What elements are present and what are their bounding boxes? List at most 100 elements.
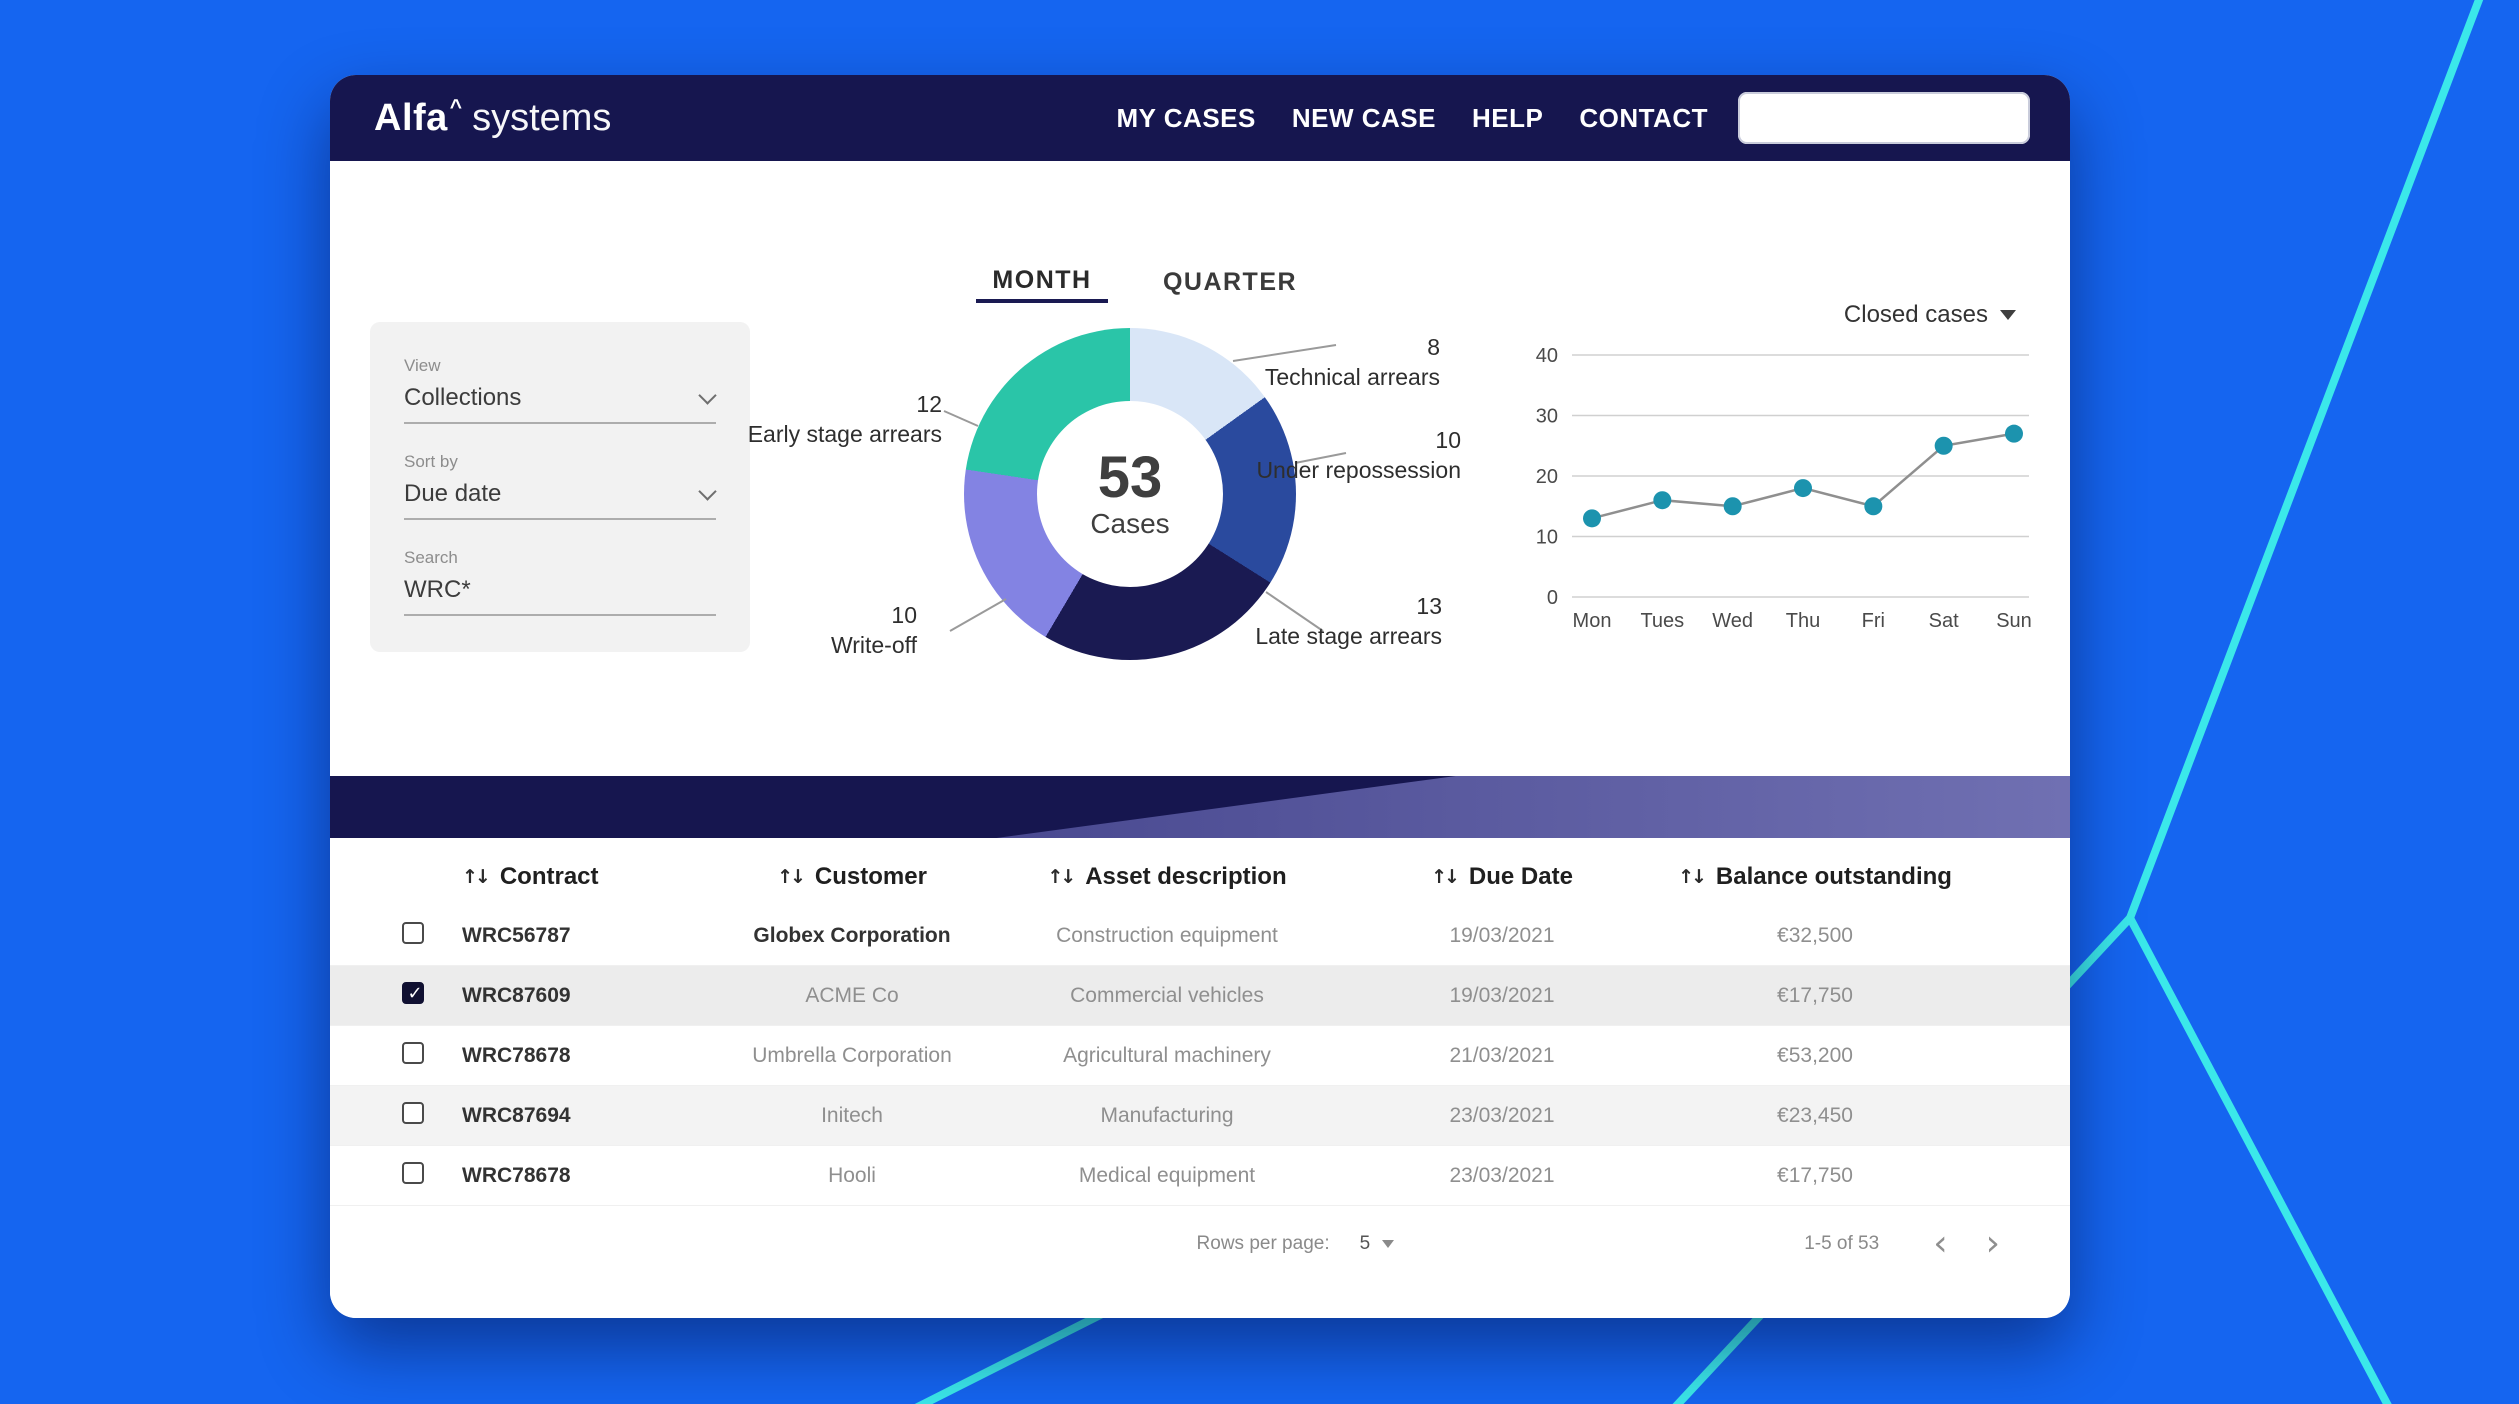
table-row[interactable]: WRC78678 Umbrella Corporation Agricultural… (330, 1026, 2070, 1086)
column-header-label: Balance outstanding (1715, 863, 1952, 890)
customer-cell: Globex Corporation (753, 923, 951, 947)
row-checkbox[interactable] (402, 1041, 424, 1064)
table-row[interactable]: WRC56787 Globex Corporation Construction e… (330, 906, 2070, 966)
column-header-due-date[interactable]: ↑↓ Due Date (1372, 863, 1632, 891)
nav-item-new-case[interactable]: NEW CASE (1291, 102, 1436, 133)
contract-cell: WRC56787 (462, 923, 571, 947)
total-cases-value: 53 (1097, 445, 1163, 511)
y-axis-tick: 30 (1536, 406, 1558, 428)
checkbox-cell (402, 981, 462, 1010)
rows-per-page-select[interactable]: Rows per page: 5 (1197, 1233, 1395, 1255)
logo-text-systems: systems (472, 96, 612, 139)
data-point (1653, 491, 1672, 510)
sort-select-value: Due date (404, 480, 502, 507)
data-point (1723, 497, 1742, 516)
data-point (1864, 497, 1883, 516)
customer-cell: Hooli (828, 1163, 876, 1187)
data-point (1794, 479, 1812, 498)
row-checkbox[interactable] (402, 921, 424, 944)
data-point (1934, 436, 1953, 455)
closed-cases-label: Closed cases (1843, 301, 1988, 328)
x-axis-label: Tues (1640, 610, 1684, 632)
table-row[interactable]: WRC87694 Initech Manufacturing 23/03/2021 €2… (330, 1086, 2070, 1146)
app-window: Alfa ^ systems MY CASES NEW CASE HELP CONTAC… (330, 75, 2070, 1318)
view-select-value: Collections (404, 384, 522, 411)
divider-band (330, 776, 2070, 838)
closed-cases-chart: 0 10 20 30 40 Mon Tues Wed Thu Fri Sat Sun (1520, 305, 2060, 650)
sort-icon[interactable]: ↑↓ (1678, 866, 1707, 888)
caret-down-icon (2000, 310, 2016, 320)
tab-quarter[interactable]: QUARTER (1162, 267, 1298, 296)
table-pagination: Rows per page: 5 1-5 of 53 ‹ › (330, 1214, 2070, 1274)
column-header-label: Contract (499, 863, 599, 890)
sort-icon[interactable]: ↑↓ (1047, 866, 1076, 888)
sort-field-label: Sort by (404, 452, 458, 471)
sort-icon[interactable]: ↑↓ (1431, 866, 1460, 888)
nav-menu: MY CASES NEW CASE HELP CONTACT (1117, 103, 1708, 134)
nav-item-my-cases[interactable]: MY CASES (1116, 102, 1256, 133)
column-header-balance-outstanding[interactable]: ↑↓ Balance outstanding (1632, 863, 1998, 891)
asset-description-cell: Agricultural machinery (1063, 1043, 1271, 1067)
y-axis-tick: 40 (1536, 345, 1558, 367)
sort-icon[interactable]: ↑↓ (462, 866, 491, 888)
previous-page-button[interactable]: ‹ (1933, 1223, 1948, 1264)
view-field: View Collections (404, 356, 717, 424)
balance-outstanding-cell: €17,750 (1777, 1163, 1853, 1187)
callout-value: 8 (1427, 334, 1440, 360)
row-checkbox[interactable] (402, 1101, 424, 1124)
column-header-contract[interactable]: ↑↓ Contract (462, 863, 742, 891)
logo[interactable]: Alfa ^ systems (374, 96, 612, 140)
total-cases-label: Cases (1090, 507, 1170, 539)
y-axis-tick: 0 (1547, 587, 1558, 609)
asset-description-cell: Manufacturing (1100, 1103, 1234, 1127)
checkbox-cell (402, 1101, 462, 1130)
sort-icon[interactable]: ↑↓ (777, 866, 806, 888)
row-checkbox-checked[interactable] (402, 981, 426, 1005)
view-select[interactable]: Collections (404, 376, 717, 424)
nav-item-contact[interactable]: CONTACT (1579, 102, 1708, 133)
y-axis-tick: 10 (1536, 527, 1558, 549)
tab-month[interactable]: MONTH (976, 261, 1108, 303)
column-header-asset-description[interactable]: ↑↓ Asset description (962, 863, 1372, 891)
column-header-label: Due Date (1468, 863, 1573, 890)
callout-value: 12 (916, 391, 942, 417)
navbar: Alfa ^ systems MY CASES NEW CASE HELP CONTAC… (330, 75, 2070, 161)
sort-select[interactable]: Due date (404, 472, 717, 520)
next-page-button[interactable]: › (1985, 1223, 2000, 1264)
callout-label: Early stage arrears (747, 421, 942, 447)
y-axis-tick: 20 (1536, 466, 1558, 488)
nav-search-input[interactable] (1738, 92, 2030, 144)
x-axis-label: Sun (1996, 610, 2032, 632)
search-input[interactable] (404, 576, 714, 604)
asset-description-cell: Construction equipment (1056, 923, 1278, 947)
callout-under-repossession: 10 Under repossession (1181, 425, 1461, 485)
table-header-row: ↑↓ Contract ↑↓ Customer ↑↓ Asset descrip… (330, 838, 2070, 898)
table-body: WRC56787 Globex Corporation Construction e… (330, 906, 2070, 1206)
callout-technical-arrears: 8 Technical arrears (1160, 332, 1440, 392)
callout-early-stage-arrears: 12 Early stage arrears (662, 389, 942, 449)
row-checkbox[interactable] (402, 1161, 424, 1184)
nav-item-help[interactable]: HELP (1471, 102, 1544, 133)
asset-description-cell: Commercial vehicles (1070, 983, 1264, 1007)
due-date-cell: 19/03/2021 (1449, 983, 1555, 1007)
filter-panel: View Collections Sort by Due date Search (370, 322, 750, 652)
customer-cell: Umbrella Corporation (752, 1043, 952, 1067)
due-date-cell: 23/03/2021 (1449, 1103, 1555, 1127)
callout-value: 13 (1416, 593, 1442, 619)
asset-description-cell: Medical equipment (1078, 1163, 1256, 1187)
column-header-customer[interactable]: ↑↓ Customer (742, 863, 962, 891)
closed-cases-dropdown[interactable]: Closed cases (1750, 295, 2016, 335)
customer-cell: ACME Co (805, 983, 899, 1007)
callout-late-stage-arrears: 13 Late stage arrears (1162, 591, 1442, 651)
table-row[interactable]: WRC87609 ACME Co Commercial vehicles 19/03/… (330, 966, 2070, 1026)
data-point (2005, 424, 2023, 443)
contract-cell: WRC78678 (462, 1043, 571, 1067)
view-field-label: View (404, 356, 441, 375)
table-row[interactable]: WRC78678 Hooli Medical equipment 23/03/2021… (330, 1146, 2070, 1206)
balance-outstanding-cell: €17,750 (1777, 983, 1853, 1007)
x-axis-label: Thu (1786, 610, 1820, 632)
checkbox-cell (402, 921, 462, 950)
due-date-cell: 21/03/2021 (1449, 1043, 1555, 1067)
sort-field: Sort by Due date (404, 452, 717, 520)
callout-value: 10 (891, 602, 917, 628)
